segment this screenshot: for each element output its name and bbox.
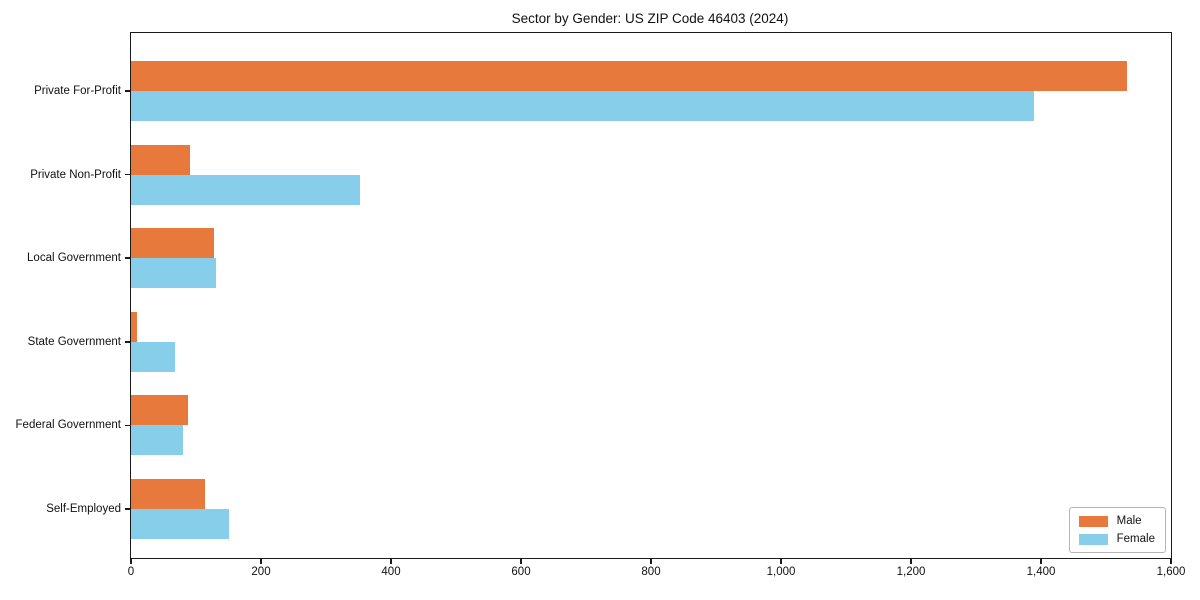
x-tick-mark <box>1170 558 1172 564</box>
x-tick-label: 200 <box>251 566 271 578</box>
plot-area: Private For-Profit Private Non-Profit Loca… <box>16 32 1185 578</box>
y-tick-mark <box>125 257 131 259</box>
y-tick-mark <box>125 424 131 427</box>
legend-item-female: Female <box>1078 533 1155 545</box>
bar-male-private-for-profit <box>131 61 1127 91</box>
bar-female-federal-government <box>131 425 183 456</box>
x-tick-mark <box>520 558 522 564</box>
x-tick-mark <box>130 558 132 564</box>
x-tick-mark <box>910 558 912 564</box>
chart-title: Sector by Gender: US ZIP Code 46403 (202… <box>511 11 789 26</box>
bar-female-state-government <box>131 341 176 372</box>
x-tick-label: 0 <box>127 566 135 578</box>
bar-male-state-government <box>131 311 137 342</box>
legend-swatch-male-icon <box>1078 515 1108 527</box>
legend-label-female: Female <box>1116 533 1155 545</box>
bar-male-private-non-profit <box>131 144 190 175</box>
x-tick-mark <box>650 558 652 564</box>
y-tick-mark <box>125 341 131 343</box>
x-tick-label: 1,400 <box>1026 566 1056 578</box>
y-tick-label-federal-government: Federal Government <box>15 419 121 432</box>
bar-female-private-non-profit <box>131 174 361 205</box>
x-tick-mark <box>1040 558 1042 564</box>
legend-swatch-female-icon <box>1078 533 1108 545</box>
x-tick-label: 1,200 <box>896 566 926 578</box>
x-tick-label: 400 <box>381 566 401 578</box>
legend-item-male: Male <box>1078 515 1155 527</box>
x-tick-mark <box>260 558 262 564</box>
x-tick-label: 1,000 <box>766 566 796 578</box>
y-tick-label-local-government: Local Government <box>27 252 121 265</box>
bar-male-federal-government <box>131 395 188 426</box>
x-tick-label: 1,600 <box>1156 566 1186 578</box>
bar-male-self-employed <box>131 479 206 509</box>
x-tick-label: 600 <box>511 566 531 578</box>
y-tick-mark <box>125 90 131 92</box>
y-tick-mark <box>125 508 131 510</box>
x-tick-label: 800 <box>641 566 661 578</box>
y-tick-label-state-government: State Government <box>27 335 121 348</box>
legend-label-male: Male <box>1116 515 1142 527</box>
bar-female-local-government <box>131 258 217 289</box>
y-tick-label-self-employed: Self-Employed <box>46 503 121 515</box>
y-tick-mark <box>125 173 131 176</box>
y-tick-label-private-non-profit: Private Non-Profit <box>30 168 121 181</box>
x-tick-mark <box>390 558 392 564</box>
bar-female-self-employed <box>131 509 229 539</box>
legend: Male Female <box>1068 507 1166 553</box>
bar-female-private-for-profit <box>131 91 1034 121</box>
bar-male-local-government <box>131 228 214 259</box>
x-tick-mark <box>780 558 782 564</box>
y-tick-label-private-for-profit: Private For-Profit <box>34 85 121 97</box>
